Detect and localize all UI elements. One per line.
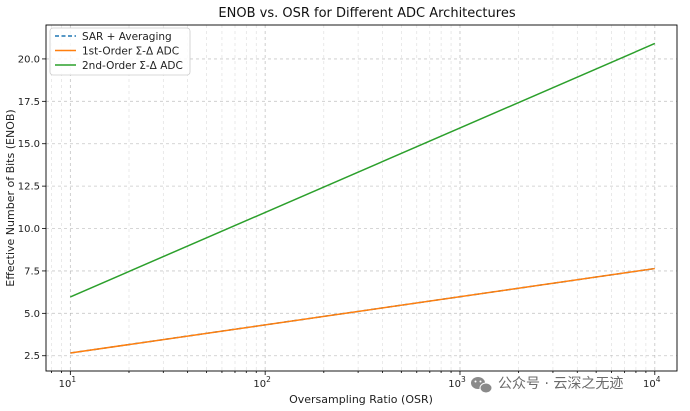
watermark-text: 公众号 · 云深之无迹 <box>498 376 623 392</box>
y-tick-label: 20.0 <box>18 54 40 65</box>
y-tick-label: 10.0 <box>18 224 40 235</box>
legend-label-1: SAR + Averaging <box>82 31 172 43</box>
x-tick-label: 101 <box>59 375 77 390</box>
plot-area <box>46 25 677 371</box>
y-axis: 2.5 5.0 7.5 10.0 12.5 15.0 17.5 20.0 <box>18 54 46 362</box>
x-tick-label: 102 <box>253 375 271 390</box>
legend-box <box>49 27 191 76</box>
legend-label-2: 1st-Order Σ-Δ ADC <box>82 45 179 57</box>
series-line-3 <box>70 42 656 298</box>
y-tick-label: 12.5 <box>18 182 40 193</box>
plot-frame <box>45 24 678 372</box>
x-axis: 101 102 103 104 <box>51 371 661 390</box>
chart-title: ENOB vs. OSR for Different ADC Architect… <box>218 6 515 21</box>
series-layer <box>70 42 656 354</box>
grid <box>46 25 677 371</box>
watermark: 公众号 · 云深之无迹 <box>471 376 623 394</box>
y-tick-label: 17.5 <box>18 97 40 108</box>
series-line-2 <box>70 267 655 354</box>
y-tick-label: 2.5 <box>24 351 40 362</box>
x-tick-label: 104 <box>643 375 661 390</box>
y-tick-label: 7.5 <box>24 266 40 277</box>
legend-label-3: 2nd-Order Σ-Δ ADC <box>82 60 183 72</box>
y-axis-label: Effective Number of Bits (ENOB) <box>4 109 17 286</box>
y-tick-label: 15.0 <box>18 139 40 150</box>
x-axis-label: Oversampling Ratio (OSR) <box>289 393 433 406</box>
wechat-icon <box>471 377 493 394</box>
y-tick-label: 5.0 <box>24 309 40 320</box>
legend: SAR + Averaging 1st-Order Σ-Δ ADC 2nd-Orde… <box>49 27 191 76</box>
x-tick-label: 103 <box>448 375 466 390</box>
